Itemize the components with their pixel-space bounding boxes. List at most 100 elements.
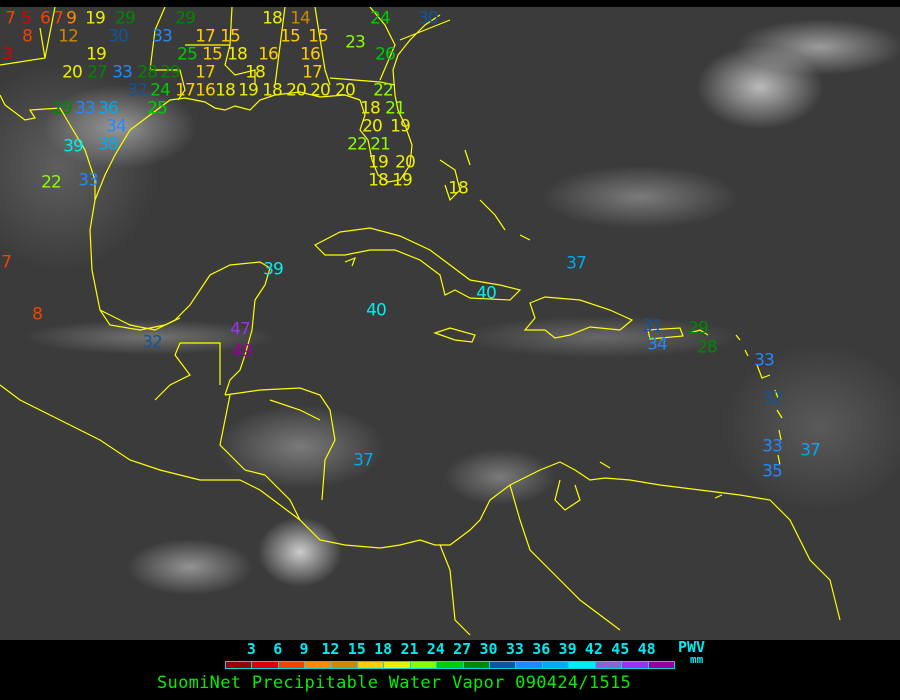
station-pwv-value: 20 bbox=[310, 80, 331, 101]
map-title: SuomiNet Precipitable Water Vapor 090424… bbox=[157, 673, 632, 693]
station-pwv-value: 19 bbox=[86, 44, 107, 65]
station-pwv-value: 16 bbox=[258, 44, 279, 65]
station-pwv-value: 32 bbox=[142, 332, 163, 353]
station-pwv-value: 19 bbox=[238, 80, 259, 101]
station-pwv-value: 34 bbox=[106, 116, 127, 137]
legend-tick-label: 27 bbox=[453, 640, 472, 658]
station-pwv-value: 20 bbox=[62, 62, 83, 83]
station-pwv-value: 33 bbox=[152, 26, 173, 47]
station-pwv-value: 18 bbox=[360, 98, 381, 119]
station-pwv-value: 29 bbox=[115, 8, 136, 29]
station-pwv-value: 33 bbox=[112, 62, 133, 83]
station-pwv-value: 20 bbox=[286, 80, 307, 101]
station-pwv-value: 15 bbox=[308, 26, 329, 47]
legend-tick-label: 24 bbox=[426, 640, 445, 658]
station-pwv-value: 21 bbox=[370, 134, 391, 155]
station-pwv-value: 31 bbox=[642, 316, 663, 337]
color-legend: 3 6 9 12 15 18 21 24 27 30 33 36 39 42 45 48 PWV mm Suo… bbox=[0, 638, 900, 700]
station-pwv-value: 25 bbox=[147, 98, 168, 119]
station-pwv-value: 33 bbox=[762, 436, 783, 457]
legend-unit-label: PWV bbox=[678, 638, 706, 656]
station-pwv-value: 16 bbox=[300, 44, 321, 65]
station-pwv-value: 15 bbox=[220, 26, 241, 47]
station-pwv-value: 29 bbox=[688, 318, 709, 339]
legend-swatch bbox=[278, 662, 306, 668]
legend-tick-label: 21 bbox=[400, 640, 419, 658]
legend-swatch bbox=[252, 662, 279, 668]
station-pwv-value: 49 bbox=[232, 341, 253, 362]
station-pwv-value: 24 bbox=[370, 8, 391, 29]
station-pwv-value: 17 bbox=[175, 80, 196, 101]
station-pwv-value: 21 bbox=[385, 98, 406, 119]
legend-tick-label: 12 bbox=[321, 640, 340, 658]
station-pwv-value: 8 bbox=[22, 26, 33, 47]
station-pwv-value: 32 bbox=[127, 80, 148, 101]
station-pwv-value: 26 bbox=[375, 44, 396, 65]
legend-tick-label: 33 bbox=[505, 640, 524, 658]
legend-swatch bbox=[437, 662, 464, 668]
legend-tick-label: 42 bbox=[584, 640, 603, 658]
station-pwv-value: 17 bbox=[302, 62, 323, 83]
station-pwv-value: 9 bbox=[66, 8, 77, 29]
station-pwv-value: 12 bbox=[58, 26, 79, 47]
legend-swatch bbox=[595, 662, 623, 668]
station-pwv-value: 7 bbox=[53, 8, 64, 29]
station-pwv-value: 18 bbox=[245, 62, 266, 83]
legend-swatch bbox=[569, 662, 596, 668]
station-pwv-value: 27 bbox=[87, 62, 108, 83]
station-pwv-value: 3 bbox=[2, 44, 13, 65]
legend-tick-label: 3 bbox=[246, 640, 256, 658]
station-pwv-value: 37 bbox=[353, 450, 374, 471]
station-pwv-value: 6 bbox=[40, 8, 51, 29]
legend-swatch bbox=[648, 662, 674, 668]
station-pwv-value: 29 bbox=[175, 8, 196, 29]
legend-swatch bbox=[331, 662, 359, 668]
station-pwv-value: 15 bbox=[280, 26, 301, 47]
station-pwv-value: 14 bbox=[290, 8, 311, 29]
legend-tick-label: 6 bbox=[273, 640, 283, 658]
station-pwv-value: 18 bbox=[215, 80, 236, 101]
station-pwv-value: 34 bbox=[647, 334, 668, 355]
legend-swatch bbox=[305, 662, 332, 668]
legend-swatch bbox=[490, 662, 517, 668]
station-pwv-value: 19 bbox=[390, 116, 411, 137]
station-pwv-value: 33 bbox=[754, 350, 775, 371]
station-pwv-value: 22 bbox=[347, 134, 368, 155]
station-pwv-value: 39 bbox=[63, 136, 84, 157]
station-pwv-value: 20 bbox=[395, 152, 416, 173]
legend-tick-label: 18 bbox=[374, 640, 393, 658]
station-pwv-value: 23 bbox=[345, 32, 366, 53]
station-pwv-value: 7 bbox=[1, 252, 12, 273]
station-pwv-value: 18 bbox=[262, 80, 283, 101]
station-pwv-value: 28 bbox=[137, 62, 158, 83]
station-pwv-value: 18 bbox=[368, 170, 389, 191]
station-pwv-value: 37 bbox=[566, 253, 587, 274]
station-pwv-value: 22 bbox=[373, 80, 394, 101]
legend-tick-label: 36 bbox=[532, 640, 551, 658]
station-pwv-value: 32 bbox=[762, 388, 783, 409]
station-pwv-value: 19 bbox=[392, 170, 413, 191]
station-pwv-value: 30 bbox=[418, 8, 439, 29]
legend-swatch bbox=[622, 662, 649, 668]
station-pwv-value: 28 bbox=[697, 337, 718, 358]
legend-tick-label: 9 bbox=[299, 640, 309, 658]
legend-swatch bbox=[463, 662, 491, 668]
legend-color-bar bbox=[225, 661, 675, 669]
station-pwv-value: 30 bbox=[108, 26, 129, 47]
legend-tick-label: 15 bbox=[347, 640, 366, 658]
station-pwv-value: 36 bbox=[98, 98, 119, 119]
satellite-image: 7 5 6 7 9 19 29 30 33 29 17 15 8 12 3 19 20 27 33 28 29 32 25 1… bbox=[0, 7, 900, 640]
station-pwv-value: 33 bbox=[78, 170, 99, 191]
station-pwv-value: 25 bbox=[177, 44, 198, 65]
legend-swatch bbox=[226, 662, 253, 668]
station-pwv-value: 29 bbox=[52, 98, 73, 119]
station-pwv-value: 47 bbox=[230, 319, 251, 340]
station-pwv-value: 40 bbox=[366, 300, 387, 321]
station-pwv-value: 19 bbox=[368, 152, 389, 173]
legend-tick-label: 45 bbox=[611, 640, 630, 658]
station-pwv-value: 18 bbox=[448, 178, 469, 199]
station-pwv-value: 17 bbox=[195, 26, 216, 47]
legend-tick-label: 30 bbox=[479, 640, 498, 658]
coastline-overlay bbox=[0, 7, 841, 636]
